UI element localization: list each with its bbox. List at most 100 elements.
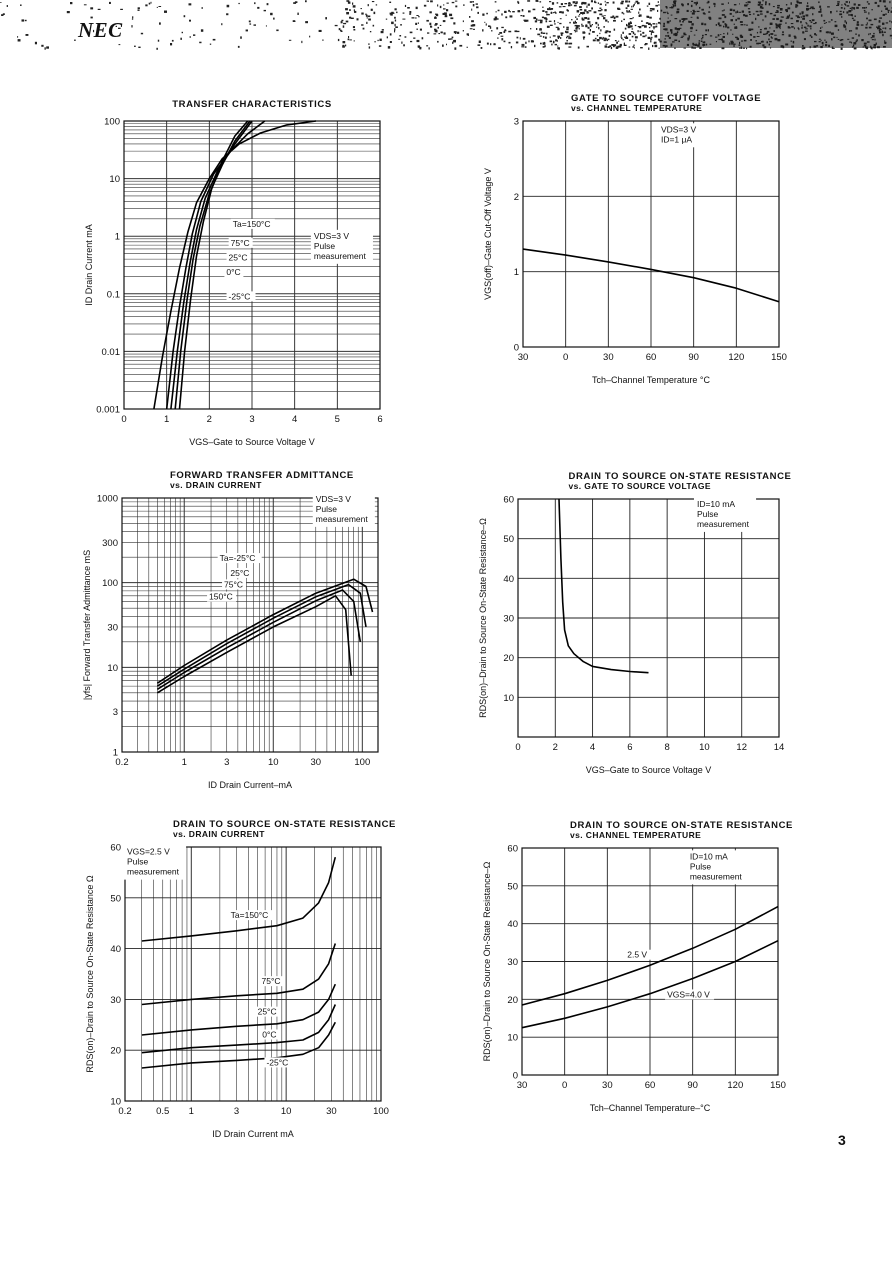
header-speckle: [288, 39, 292, 41]
header-band: [0, 0, 892, 50]
header-speckle: [651, 30, 654, 32]
header-speckle: [655, 4, 658, 7]
header-speckle: [2, 13, 5, 15]
header-speckle: [361, 24, 364, 26]
header-speckle: [579, 9, 583, 11]
header-speckle: [371, 1, 375, 3]
x-tick-label: 12: [736, 742, 747, 753]
header-speckle: [557, 35, 560, 38]
header-speckle: [746, 47, 748, 50]
test-condition-text: VDS=3 V: [661, 124, 697, 134]
header-speckle: [606, 39, 608, 42]
header-speckle: [189, 36, 191, 38]
header-speckle: [592, 31, 595, 33]
header-speckle: [390, 13, 393, 16]
series-line-0: [153, 120, 317, 410]
header-speckle: [557, 47, 560, 50]
header-speckle: [140, 32, 144, 35]
header-speckle: [657, 21, 661, 24]
header-speckle: [607, 21, 609, 23]
header-speckle: [409, 11, 412, 14]
header-speckle: [646, 5, 649, 7]
header-speckle: [613, 44, 617, 47]
header-speckle: [438, 33, 440, 35]
header-speckle: [605, 3, 607, 6]
header-speckle: [454, 47, 457, 50]
curve-label: 0°C: [262, 1030, 276, 1040]
header-speckle: [472, 1, 474, 3]
header-speckle: [150, 1, 152, 4]
header-speckle: [170, 43, 173, 46]
y-tick-label: 100: [104, 117, 120, 128]
header-speckle: [367, 15, 371, 18]
header-speckle: [347, 38, 350, 41]
header-speckle: [444, 12, 447, 15]
header-speckle: [641, 25, 643, 27]
header-speckle: [419, 46, 422, 50]
header-speckle: [654, 44, 658, 48]
header-speckle: [334, 24, 338, 27]
header-speckle: [637, 2, 640, 5]
series-line-3: [141, 1004, 337, 1054]
header-speckle: [801, 47, 804, 50]
x-tick-label: 30: [603, 352, 614, 363]
header-speckle: [368, 18, 371, 21]
header-speckle: [240, 36, 242, 39]
curve-label: -25°C: [266, 1057, 288, 1067]
header-speckle: [610, 46, 613, 50]
header-speckle: [489, 26, 492, 29]
header-speckle: [373, 11, 376, 15]
header-speckle: [657, 1, 659, 3]
y-axis-label: VGS(off)–Gate Cut-Off Voltage V: [483, 168, 493, 300]
header-speckle: [584, 17, 587, 20]
header-speckle: [545, 20, 548, 23]
header-speckle: [635, 0, 639, 3]
header-speckle: [443, 8, 446, 10]
header-speckle: [560, 32, 564, 34]
header-speckle: [633, 4, 635, 6]
header-speckle: [658, 38, 661, 41]
header-speckle: [437, 4, 439, 7]
header-speckle: [569, 36, 572, 40]
header-speckle: [171, 39, 174, 42]
header-speckle: [625, 36, 629, 39]
curve-label-bg: [217, 553, 262, 564]
header-speckle: [616, 41, 618, 44]
header-speckle: [540, 31, 543, 34]
header-speckle: [201, 7, 203, 9]
header-speckle: [498, 47, 501, 49]
header-speckle: [613, 16, 616, 19]
header-speckle: [387, 46, 391, 49]
header-speckle: [571, 19, 573, 21]
header-speckle: [148, 2, 151, 5]
x-tick-label: 30: [310, 757, 321, 768]
x-tick-label: 1: [189, 1106, 194, 1117]
header-speckle: [605, 19, 608, 22]
y-tick-label: 0: [513, 1071, 518, 1082]
header-speckle: [482, 29, 484, 32]
header-speckle: [434, 17, 437, 19]
header-speckle: [265, 25, 267, 27]
header-speckle: [564, 3, 568, 5]
header-speckle: [638, 26, 642, 29]
header-speckle: [611, 44, 614, 46]
header-speckle: [565, 43, 567, 45]
header-speckle: [588, 10, 592, 12]
header-speckle: [634, 36, 638, 39]
x-tick-label: 2: [207, 414, 212, 425]
note-box: [312, 492, 375, 527]
chart-title: DRAIN TO SOURCE ON-STATE RESISTANCE: [173, 819, 396, 830]
header-speckle: [549, 36, 551, 39]
header-speckle: [631, 31, 634, 33]
header-speckle: [156, 6, 158, 8]
header-speckle: [567, 10, 569, 12]
header-speckle: [342, 45, 345, 48]
header-speckle: [193, 34, 196, 36]
header-speckle: [276, 29, 279, 32]
header-speckle: [389, 41, 392, 43]
header-speckle: [603, 37, 605, 40]
y-tick-label: 40: [503, 574, 514, 585]
header-speckle: [566, 26, 569, 29]
header-speckle: [628, 46, 631, 48]
header-speckle: [409, 13, 412, 15]
